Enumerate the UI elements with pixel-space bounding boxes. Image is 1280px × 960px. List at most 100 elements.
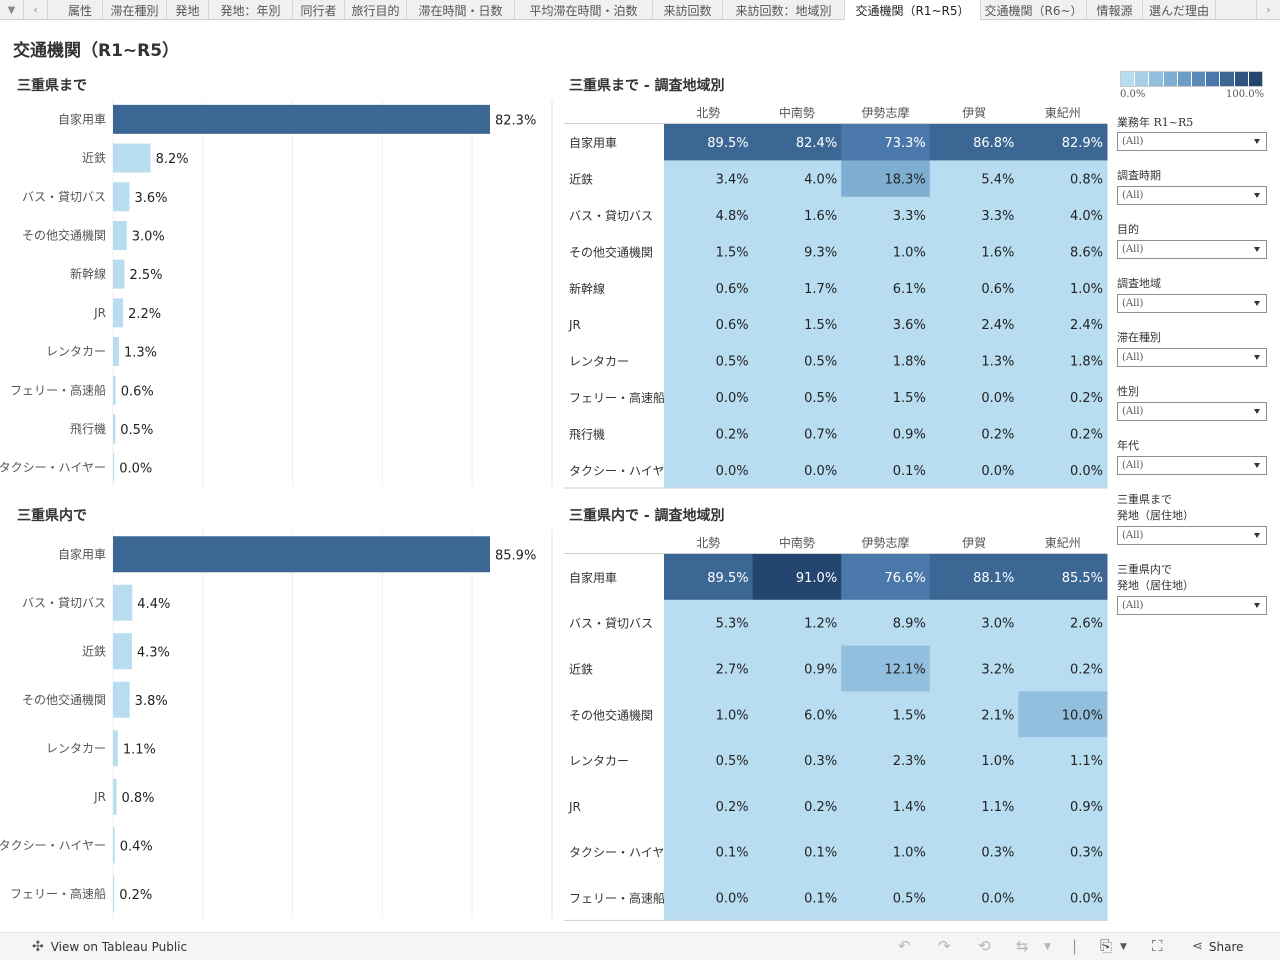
heatmap-cell[interactable] <box>929 783 1019 830</box>
tab-13[interactable]: 情報源 <box>1087 0 1143 20</box>
bar[interactable] <box>113 875 115 912</box>
heatmap-cell[interactable] <box>752 160 842 198</box>
heatmap-cell[interactable] <box>1018 554 1108 601</box>
heatmap-cell[interactable] <box>664 828 754 876</box>
refresh-icon[interactable]: ⇆ <box>1016 937 1029 955</box>
heatmap-cell[interactable] <box>929 737 1019 784</box>
bar[interactable] <box>113 633 132 670</box>
heatmap-cell[interactable] <box>841 451 931 489</box>
bar[interactable] <box>113 220 127 250</box>
bar[interactable] <box>113 104 490 134</box>
heatmap-cell[interactable] <box>752 342 842 380</box>
filter-dropdown[interactable]: (All) <box>1117 348 1267 367</box>
filter-dropdown[interactable]: (All) <box>1117 526 1267 545</box>
bar[interactable] <box>113 182 130 212</box>
heatmap-cell[interactable] <box>1018 415 1108 453</box>
heatmap-cell[interactable] <box>1018 124 1108 161</box>
bar[interactable] <box>113 584 133 621</box>
heatmap-cell[interactable] <box>929 554 1019 601</box>
refresh-dropdown-icon[interactable]: ▼ <box>1044 942 1051 952</box>
heatmap-cell[interactable] <box>664 691 754 738</box>
heatmap-cell[interactable] <box>664 378 754 416</box>
tab-11[interactable]: 交通機関（R1~R5） <box>845 0 981 21</box>
heatmap-cell[interactable] <box>1018 269 1108 307</box>
heatmap-cell[interactable] <box>841 378 931 416</box>
tab-14[interactable]: 選んだ理由 <box>1143 0 1216 20</box>
heatmap-cell[interactable] <box>929 306 1019 343</box>
heatmap-cell[interactable] <box>841 874 931 921</box>
heatmap-cell[interactable] <box>841 599 931 647</box>
heatmap-cell[interactable] <box>929 874 1019 921</box>
heatmap-cell[interactable] <box>929 378 1019 416</box>
heatmap-cell[interactable] <box>752 233 842 271</box>
heatmap-cell[interactable] <box>929 124 1019 161</box>
heatmap-cell[interactable] <box>841 691 931 738</box>
heatmap-cell[interactable] <box>664 783 754 830</box>
bar[interactable] <box>113 827 115 864</box>
tab-6[interactable]: 旅行目的 <box>345 0 407 20</box>
tab-menu-dropdown-icon[interactable]: ▼ <box>0 0 24 20</box>
heatmap-cell[interactable] <box>1018 737 1108 784</box>
filter-dropdown[interactable]: (All) <box>1117 186 1267 205</box>
tab-12[interactable]: 交通機関（R6~） <box>981 0 1087 20</box>
heatmap-cell[interactable] <box>1018 645 1108 692</box>
heatmap-cell[interactable] <box>752 874 842 921</box>
heatmap-cell[interactable] <box>841 233 931 271</box>
tab-4[interactable]: 発地：年別 <box>209 0 293 20</box>
heatmap-cell[interactable] <box>1018 691 1108 738</box>
download-dropdown-icon[interactable]: ▼ <box>1120 942 1127 952</box>
tab-7[interactable]: 滞在時間・日数 <box>407 0 515 20</box>
bar[interactable] <box>113 414 116 444</box>
heatmap-cell[interactable] <box>841 196 931 234</box>
heatmap-cell[interactable] <box>1018 451 1108 489</box>
filter-dropdown[interactable]: (All) <box>1117 132 1267 151</box>
heatmap-cell[interactable] <box>1018 599 1108 647</box>
bar[interactable] <box>113 681 130 718</box>
heatmap-cell[interactable] <box>1018 306 1108 343</box>
filter-dropdown[interactable]: (All) <box>1117 294 1267 313</box>
heatmap-cell[interactable] <box>929 160 1019 198</box>
heatmap-cell[interactable] <box>752 645 842 692</box>
heatmap-cell[interactable] <box>752 124 842 161</box>
heatmap-cell[interactable] <box>1018 828 1108 876</box>
heatmap-cell[interactable] <box>664 160 754 198</box>
heatmap-cell[interactable] <box>929 691 1019 738</box>
undo-icon[interactable]: ↶ <box>898 937 911 955</box>
heatmap-cell[interactable] <box>752 306 842 343</box>
heatmap-cell[interactable] <box>929 415 1019 453</box>
heatmap-cell[interactable] <box>752 451 842 489</box>
heatmap-cell[interactable] <box>841 124 931 161</box>
heatmap-cell[interactable] <box>841 783 931 830</box>
tab-3[interactable]: 発地 <box>167 0 209 20</box>
heatmap-cell[interactable] <box>664 269 754 307</box>
tab-10[interactable]: 来訪回数：地域別 <box>723 0 845 20</box>
filter-dropdown[interactable]: (All) <box>1117 240 1267 259</box>
heatmap-cell[interactable] <box>1018 783 1108 830</box>
heatmap-cell[interactable] <box>664 124 754 161</box>
bar-chart-bottom[interactable]: 自家用車 85.9% バス・貸切バス 4.4% 近鉄 4.3% その他交通機関 3.8% レンタ… <box>0 530 560 922</box>
filter-dropdown[interactable]: (All) <box>1117 596 1267 615</box>
download-icon[interactable]: ⎘ <box>1100 937 1113 955</box>
heatmap-cell[interactable] <box>752 828 842 876</box>
bar[interactable] <box>113 143 151 173</box>
bar[interactable] <box>113 453 115 483</box>
heatmap-cell[interactable] <box>1018 874 1108 921</box>
heatmap-cell[interactable] <box>664 645 754 692</box>
heatmap-cell[interactable] <box>752 737 842 784</box>
bar[interactable] <box>113 337 119 367</box>
heatmap-cell[interactable] <box>664 196 754 234</box>
heatmap-cell[interactable] <box>929 828 1019 876</box>
heatmap-cell[interactable] <box>1018 378 1108 416</box>
heatmap-cell[interactable] <box>929 233 1019 271</box>
tab-1[interactable]: 属性 <box>58 0 103 20</box>
fullscreen-icon[interactable]: ⛶ <box>1152 937 1163 955</box>
heatmap-cell[interactable] <box>664 737 754 784</box>
tab-scroll-right-icon[interactable]: › <box>1256 0 1280 20</box>
heatmap-cell[interactable] <box>841 554 931 601</box>
bar[interactable] <box>113 259 125 289</box>
bar-chart-top[interactable]: 自家用車 82.3% 近鉄 8.2% バス・貸切バス 3.6% その他交通機関 3.0% 新幹線… <box>0 100 560 490</box>
heatmap-cell[interactable] <box>664 233 754 271</box>
filter-dropdown[interactable]: (All) <box>1117 402 1267 421</box>
